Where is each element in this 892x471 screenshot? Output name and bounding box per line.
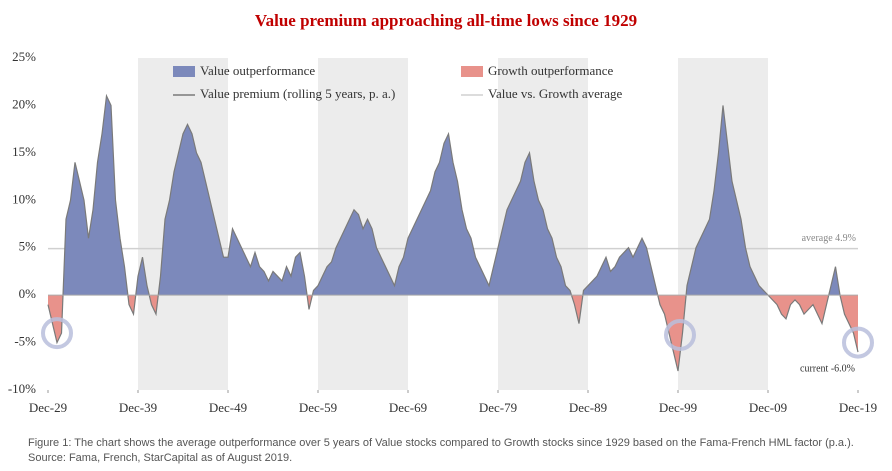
legend-swatch (461, 66, 483, 77)
x-tick-label: Dec-19 (839, 400, 877, 415)
highlight-circle (41, 317, 73, 350)
decade-band (318, 58, 408, 390)
y-tick-label: -5% (14, 334, 36, 349)
legend-label: Growth outperformance (488, 63, 613, 78)
x-tick-label: Dec-39 (119, 400, 157, 415)
y-tick-label: 15% (12, 144, 36, 159)
x-tick-label: Dec-89 (569, 400, 607, 415)
chart-title: Value premium approaching all-time lows … (255, 11, 637, 30)
legend-swatch (173, 66, 195, 77)
y-tick-label: 0% (19, 286, 37, 301)
x-tick-label: Dec-79 (479, 400, 517, 415)
y-tick-label: 10% (12, 191, 36, 206)
y-tick-label: 25% (12, 49, 36, 64)
premium-line (47, 93, 859, 372)
x-tick-label: Dec-99 (659, 400, 697, 415)
average-label: average 4.9% (802, 233, 856, 244)
legend-label: Value premium (rolling 5 years, p. a.) (200, 86, 395, 101)
legend-label: Value vs. Growth average (488, 86, 623, 101)
caption: Figure 1: The chart shows the average ou… (28, 437, 854, 464)
y-tick-label: 5% (19, 239, 37, 254)
x-tick-label: Dec-09 (749, 400, 787, 415)
positive-area (63, 95, 840, 296)
highlight-circle (664, 318, 696, 351)
legend-label: Value outperformance (200, 63, 315, 78)
y-tick-label: 20% (12, 96, 36, 111)
x-tick-label: Dec-59 (299, 400, 337, 415)
y-tick-label: -10% (8, 381, 36, 396)
x-tick-label: Dec-49 (209, 400, 247, 415)
x-tick-label: Dec-29 (29, 400, 67, 415)
highlight-circle (842, 326, 874, 359)
x-tick-label: Dec-69 (389, 400, 427, 415)
current-label: current -6.0% (800, 363, 855, 374)
